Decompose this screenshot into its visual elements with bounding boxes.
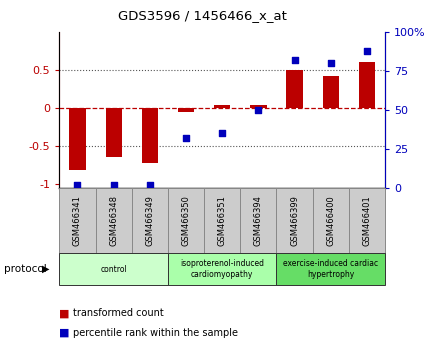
Bar <box>70 108 86 170</box>
Bar <box>276 253 385 285</box>
Text: control: control <box>100 264 127 274</box>
Point <box>183 135 190 141</box>
Bar <box>106 108 122 157</box>
Text: GSM466350: GSM466350 <box>182 195 191 246</box>
Bar <box>168 188 204 253</box>
Bar <box>276 188 313 253</box>
Bar <box>178 108 194 112</box>
Text: transformed count: transformed count <box>73 308 163 318</box>
Point <box>255 107 262 113</box>
Text: ■: ■ <box>59 308 70 318</box>
Bar <box>168 253 276 285</box>
Text: isoproterenol-induced
cardiomyopathy: isoproterenol-induced cardiomyopathy <box>180 259 264 279</box>
Text: GSM466399: GSM466399 <box>290 195 299 246</box>
Text: exercise-induced cardiac
hypertrophy: exercise-induced cardiac hypertrophy <box>283 259 378 279</box>
Text: GSM466401: GSM466401 <box>363 195 371 246</box>
Point <box>147 182 154 187</box>
Text: GSM466394: GSM466394 <box>254 195 263 246</box>
Bar <box>349 188 385 253</box>
Bar <box>323 76 339 108</box>
Point <box>74 182 81 187</box>
Bar <box>142 108 158 162</box>
Bar <box>59 188 95 253</box>
Point <box>219 130 226 136</box>
Point <box>327 60 334 66</box>
Text: ■: ■ <box>59 328 70 338</box>
Bar <box>359 62 375 108</box>
Bar <box>59 253 168 285</box>
Text: GSM466400: GSM466400 <box>326 195 335 246</box>
Point <box>363 48 370 53</box>
Bar <box>132 188 168 253</box>
Bar <box>214 105 231 108</box>
Bar <box>250 105 267 108</box>
Text: GSM466348: GSM466348 <box>109 195 118 246</box>
Bar <box>204 188 240 253</box>
Text: GDS3596 / 1456466_x_at: GDS3596 / 1456466_x_at <box>118 9 287 22</box>
Point <box>291 57 298 63</box>
Text: percentile rank within the sample: percentile rank within the sample <box>73 328 238 338</box>
Bar <box>286 70 303 108</box>
Bar <box>313 188 349 253</box>
Text: GSM466351: GSM466351 <box>218 195 227 246</box>
Text: GSM466341: GSM466341 <box>73 195 82 246</box>
Point <box>110 182 117 187</box>
Text: GSM466349: GSM466349 <box>145 195 154 246</box>
Bar <box>240 188 276 253</box>
Text: ▶: ▶ <box>42 264 50 274</box>
Bar <box>95 188 132 253</box>
Text: protocol: protocol <box>4 264 47 274</box>
